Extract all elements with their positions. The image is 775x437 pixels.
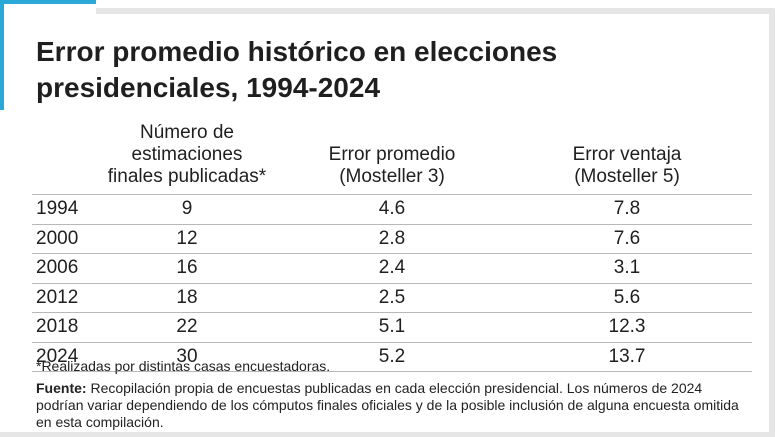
column-header-year xyxy=(32,120,92,195)
column-header-line: Error ventaja xyxy=(572,144,682,165)
source-note: Fuente: Recopilación propia de encuestas… xyxy=(36,380,746,431)
column-header-line: finales publicadas* xyxy=(107,166,267,187)
cell-estimaciones: 30 xyxy=(176,345,198,367)
table-header-row: Número de estimaciones finales publicada… xyxy=(32,120,752,195)
column-header-line: Número de estimaciones xyxy=(131,122,243,165)
source-label: Fuente: xyxy=(36,380,87,396)
cell-estimaciones: 18 xyxy=(176,286,198,308)
cell-estimaciones: 16 xyxy=(176,257,198,279)
column-header-estimaciones: Número de estimaciones finales publicada… xyxy=(92,120,282,195)
table-row: 2018 22 5.1 12.3 xyxy=(32,312,752,343)
cell-error-promedio: 5.2 xyxy=(378,345,406,367)
column-header-line: (Mosteller 3) xyxy=(339,166,445,187)
cell-error-ventaja: 12.3 xyxy=(608,316,646,338)
cell-year: 2024 xyxy=(36,345,79,367)
table-row: 2006 16 2.4 3.1 xyxy=(32,253,752,284)
cell-error-ventaja: 3.1 xyxy=(613,257,641,279)
footnote: *Realizadas por distintas casas encuesta… xyxy=(36,358,331,374)
cell-error-promedio: 2.5 xyxy=(378,286,406,308)
accent-bar-top xyxy=(0,0,96,4)
cell-year: 2012 xyxy=(36,286,79,308)
frame-shadow-bottom xyxy=(0,432,775,437)
data-table: Número de estimaciones finales publicada… xyxy=(32,120,752,372)
cell-estimaciones: 22 xyxy=(176,316,198,338)
frame-shadow-right xyxy=(769,8,775,437)
source-text: Recopilación propia de encuestas publica… xyxy=(36,380,739,430)
cell-error-ventaja: 7.6 xyxy=(613,227,641,249)
table-row: 1994 9 4.6 7.8 xyxy=(32,194,752,225)
cell-error-promedio: 2.4 xyxy=(378,257,406,279)
cell-year: 2018 xyxy=(36,316,79,338)
table-row: 2012 18 2.5 5.6 xyxy=(32,283,752,313)
frame-shadow-top xyxy=(96,8,775,14)
cell-year: 2000 xyxy=(36,227,79,249)
accent-bar-left xyxy=(0,0,4,110)
cell-error-ventaja: 5.6 xyxy=(613,286,641,308)
cell-error-promedio: 5.1 xyxy=(378,316,406,338)
column-header-line: (Mosteller 5) xyxy=(574,166,680,187)
cell-error-promedio: 4.6 xyxy=(378,198,406,220)
column-header-line: Error promedio xyxy=(328,144,456,165)
cell-year: 2006 xyxy=(36,257,79,279)
cell-estimaciones: 12 xyxy=(176,227,198,249)
chart-title: Error promedio histórico en elecciones p… xyxy=(36,36,558,103)
cell-error-ventaja: 13.7 xyxy=(608,345,646,367)
cell-error-ventaja: 7.8 xyxy=(613,198,641,220)
cell-error-promedio: 2.8 xyxy=(378,227,406,249)
table-row: 2024 30 5.2 13.7 xyxy=(32,342,752,372)
cell-year: 1994 xyxy=(36,198,79,220)
column-header-error-ventaja: Error ventaja (Mosteller 5) xyxy=(502,120,752,195)
table-row: 2000 12 2.8 7.6 xyxy=(32,224,752,254)
cell-estimaciones: 9 xyxy=(181,198,193,220)
column-header-error-promedio: Error promedio (Mosteller 3) xyxy=(282,120,502,195)
